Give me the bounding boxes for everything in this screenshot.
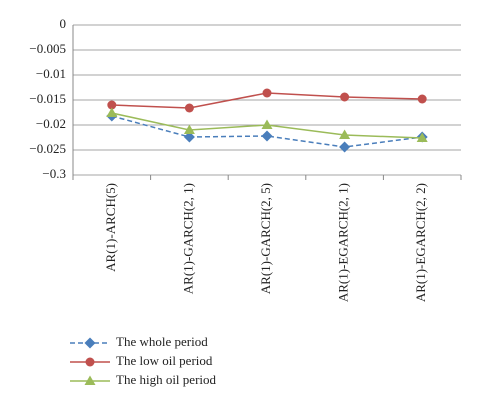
marker: [106, 107, 118, 117]
legend-marker: [84, 375, 96, 385]
marker: [416, 132, 428, 142]
marker: [183, 124, 195, 134]
x-tick-label: AR(1)-GARCH(2, 1): [180, 183, 195, 294]
marker: [417, 94, 427, 104]
y-tick-label: −0.01: [36, 66, 66, 81]
marker: [261, 130, 273, 142]
marker: [340, 92, 350, 102]
x-tick-label: AR(1)-EGARCH(2, 1): [336, 183, 351, 302]
legend-marker: [84, 337, 96, 349]
x-tick-label: AR(1)-GARCH(2, 5): [258, 183, 273, 294]
legend-label: The low oil period: [116, 353, 213, 368]
y-tick-label: 0: [60, 16, 67, 31]
y-tick-label: −0.3: [42, 166, 66, 181]
marker: [339, 141, 351, 153]
x-tick-label: AR(1)-ARCH(5): [103, 183, 118, 272]
legend-label: The whole period: [116, 334, 208, 349]
legend-label: The high oil period: [116, 372, 217, 387]
marker: [262, 88, 272, 98]
y-tick-label: −0.015: [29, 91, 66, 106]
legend-marker: [85, 357, 95, 367]
marker: [184, 103, 194, 113]
x-tick-label: AR(1)-EGARCH(2, 2): [413, 183, 428, 302]
y-tick-label: −0.025: [29, 141, 66, 156]
marker: [183, 131, 195, 143]
marker: [261, 119, 273, 129]
y-tick-label: −0.02: [36, 116, 66, 131]
marker: [339, 129, 351, 139]
y-tick-label: −0.005: [29, 41, 66, 56]
marker: [107, 100, 117, 110]
